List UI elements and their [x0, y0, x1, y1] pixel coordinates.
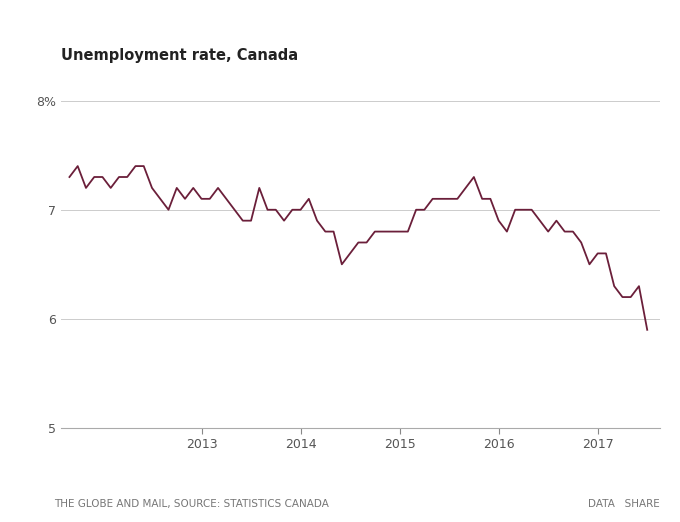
Text: THE GLOBE AND MAIL, SOURCE: STATISTICS CANADA: THE GLOBE AND MAIL, SOURCE: STATISTICS C…: [54, 499, 329, 509]
Text: Unemployment rate, Canada: Unemployment rate, Canada: [61, 48, 299, 63]
Text: DATA   SHARE: DATA SHARE: [588, 499, 660, 509]
